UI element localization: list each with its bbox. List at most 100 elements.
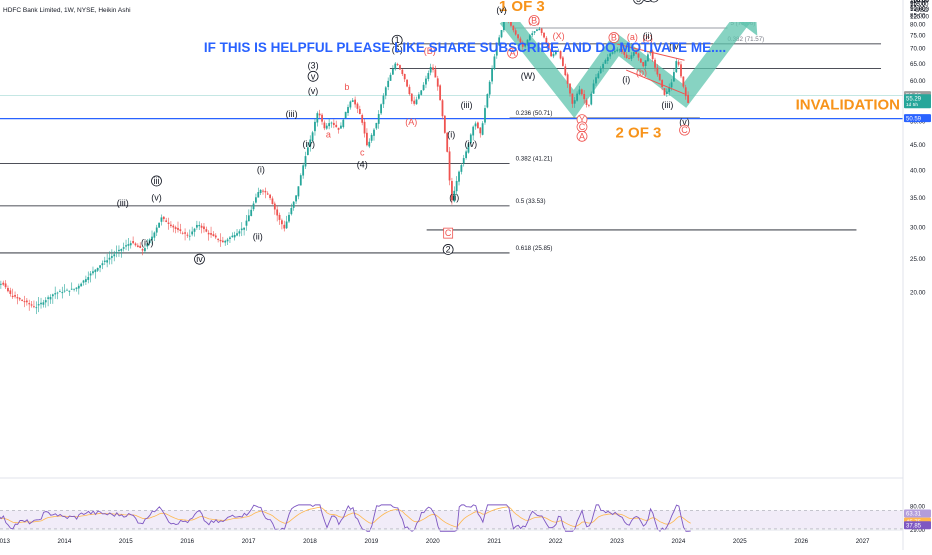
candle-body	[462, 158, 465, 164]
x-tick-label: 2018	[303, 538, 317, 545]
candle-body	[647, 54, 649, 62]
candle-body	[491, 68, 493, 82]
candle-body	[217, 238, 220, 240]
wave-label: (i)	[622, 74, 630, 84]
candle-body	[252, 203, 255, 210]
candle-body	[219, 239, 222, 242]
candle-body	[604, 60, 607, 64]
candle-body	[262, 190, 264, 192]
candle-body	[306, 147, 309, 156]
candle-body	[179, 229, 182, 231]
candle-body	[214, 235, 217, 238]
candle-body	[510, 22, 512, 26]
channel-line	[616, 43, 685, 61]
candle-body	[583, 94, 586, 100]
wave-label: A	[510, 48, 516, 58]
candle-body	[580, 89, 583, 95]
wave-label: (iii)	[117, 198, 129, 208]
wave-label: (iv)	[141, 238, 154, 248]
candle-body	[335, 124, 338, 128]
candle-body	[9, 290, 12, 294]
wave-label: b	[344, 82, 349, 92]
wave-label-circle	[649, 0, 659, 3]
candle-body	[188, 235, 191, 237]
wave-label: (4)	[357, 159, 368, 169]
candle-body	[245, 220, 248, 226]
candle-body	[474, 123, 477, 127]
candle-body	[273, 203, 276, 210]
price-label-box	[904, 114, 931, 123]
candle-body	[639, 58, 642, 63]
candle-body	[479, 127, 482, 134]
candle-body	[247, 215, 250, 222]
candle-body	[146, 243, 149, 247]
candle-body	[569, 83, 571, 94]
candle-body	[611, 52, 614, 54]
candle-body	[481, 123, 484, 135]
candle-body	[342, 119, 345, 128]
candle-body	[118, 249, 120, 252]
candle-body	[44, 300, 47, 303]
candle-body	[576, 93, 578, 101]
candle-body	[621, 49, 623, 53]
candle-body	[153, 232, 156, 238]
wave-label: a	[326, 129, 331, 139]
fib-level-label: 0.382 (41.21)	[516, 156, 553, 163]
candle-body	[59, 291, 61, 293]
y-tick-label: 80.00	[910, 21, 926, 28]
candle-body	[434, 69, 437, 78]
candle-body	[406, 79, 408, 87]
candle-body	[512, 25, 515, 31]
wave-label: 4	[651, 0, 656, 2]
candle-body	[212, 234, 215, 237]
wave-label: A	[579, 131, 585, 141]
candle-body	[226, 239, 229, 242]
wave-label: (iv)	[303, 139, 316, 149]
x-tick-label: 2021	[487, 538, 501, 545]
candle-body	[356, 103, 359, 109]
candle-body	[540, 28, 543, 33]
candle-body	[377, 114, 380, 124]
wave-label: C	[445, 228, 452, 238]
candle-body	[422, 84, 425, 91]
candle-body	[221, 240, 224, 243]
candle-body	[670, 82, 673, 88]
candle-body	[448, 151, 451, 181]
candle-body	[446, 132, 449, 152]
candle-body	[651, 51, 654, 60]
candle-body	[193, 228, 196, 232]
candle-body	[122, 247, 125, 249]
candle-body	[203, 226, 205, 230]
candle-body	[278, 214, 281, 220]
candle-body	[35, 307, 38, 309]
candle-body	[139, 245, 142, 248]
y-tick-label: 60.00	[910, 78, 926, 85]
y-tick-label: 45.00	[910, 142, 926, 149]
y-tick-label: 30.00	[910, 224, 926, 231]
candle-body	[337, 127, 340, 130]
candle-body	[361, 115, 364, 123]
candle-body	[231, 235, 234, 238]
wave-label: iii	[154, 176, 160, 186]
candle-body	[585, 100, 588, 105]
candle-body	[349, 101, 352, 108]
candle-body	[526, 39, 529, 45]
candle-body	[23, 301, 26, 303]
candle-body	[680, 64, 682, 77]
candle-body	[21, 299, 24, 301]
candle-body	[37, 304, 40, 306]
candle-body	[174, 227, 177, 230]
candle-layer	[0, 22, 689, 315]
candle-body	[73, 288, 75, 290]
candle-body	[467, 143, 470, 153]
price-label-sub: 1d 5h	[906, 102, 918, 108]
wave-label: C	[579, 122, 586, 132]
wave-label: (ii)	[643, 31, 653, 41]
rsi-value-text: 63.31	[906, 512, 922, 518]
candle-body	[101, 263, 104, 266]
candle-body	[628, 58, 630, 60]
candle-body	[314, 121, 316, 132]
candle-body	[16, 297, 19, 299]
candle-body	[495, 45, 498, 56]
candle-body	[613, 50, 616, 53]
